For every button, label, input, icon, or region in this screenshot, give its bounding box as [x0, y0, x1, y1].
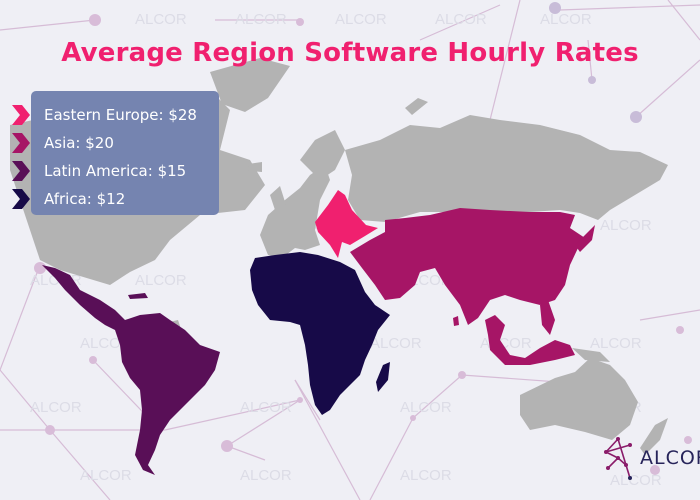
region-eastern-europe	[315, 190, 378, 258]
svg-text:ALCOR: ALCOR	[240, 467, 292, 484]
chevron-marker-icon	[12, 189, 30, 209]
legend-panel: Eastern Europe: $28 Asia: $20 Latin Amer…	[12, 91, 219, 215]
svg-text:ALCOR: ALCOR	[135, 11, 187, 28]
svg-text:ALCOR: ALCOR	[600, 217, 652, 234]
legend-label: Asia: $20	[44, 134, 114, 152]
svg-text:ALCOR: ALCOR	[400, 467, 452, 484]
svg-text:ALCOR: ALCOR	[80, 467, 132, 484]
svg-text:ALCOR: ALCOR	[610, 472, 662, 489]
svg-text:ALCOR: ALCOR	[400, 399, 452, 416]
region-asia-srilanka	[453, 316, 459, 326]
region-africa	[250, 252, 390, 415]
svg-text:ALCOR: ALCOR	[235, 11, 287, 28]
legend-label: Africa: $12	[44, 190, 126, 208]
chevron-marker-icon	[12, 105, 30, 125]
svg-text:ALCOR: ALCOR	[335, 11, 387, 28]
region-africa-madagascar	[376, 362, 390, 392]
region-latin-america-caribbean	[128, 293, 148, 299]
legend-item-eastern-europe: Eastern Europe: $28	[12, 101, 197, 129]
svg-text:ALCOR: ALCOR	[240, 399, 292, 416]
svg-text:ALCOR: ALCOR	[590, 335, 642, 352]
brand-name: ALCOR	[640, 447, 700, 469]
region-asia	[350, 208, 585, 325]
legend-item-latin-america: Latin America: $15	[12, 157, 187, 185]
region-asia-philippines	[540, 300, 555, 335]
legend-label: Eastern Europe: $28	[44, 106, 197, 124]
alcor-logo-icon	[604, 437, 632, 480]
legend-item-asia: Asia: $20	[12, 129, 114, 157]
legend-item-africa: Africa: $12	[12, 185, 126, 213]
chevron-marker-icon	[12, 133, 30, 153]
svg-text:ALCOR: ALCOR	[30, 399, 82, 416]
region-asia-southeast	[485, 315, 575, 365]
alcor-logo: ALCOR	[604, 436, 700, 480]
network-nodes-decoration	[34, 2, 692, 475]
region-latin-america	[42, 265, 220, 475]
svg-text:ALCOR: ALCOR	[435, 11, 487, 28]
svg-text:ALCOR: ALCOR	[370, 335, 422, 352]
chevron-marker-icon	[12, 161, 30, 181]
page-title: Average Region Software Hourly Rates	[61, 38, 639, 68]
region-asia-japan	[575, 225, 595, 252]
svg-text:ALCOR: ALCOR	[540, 11, 592, 28]
legend-label: Latin America: $15	[44, 162, 187, 180]
svg-text:ALCOR: ALCOR	[135, 272, 187, 289]
